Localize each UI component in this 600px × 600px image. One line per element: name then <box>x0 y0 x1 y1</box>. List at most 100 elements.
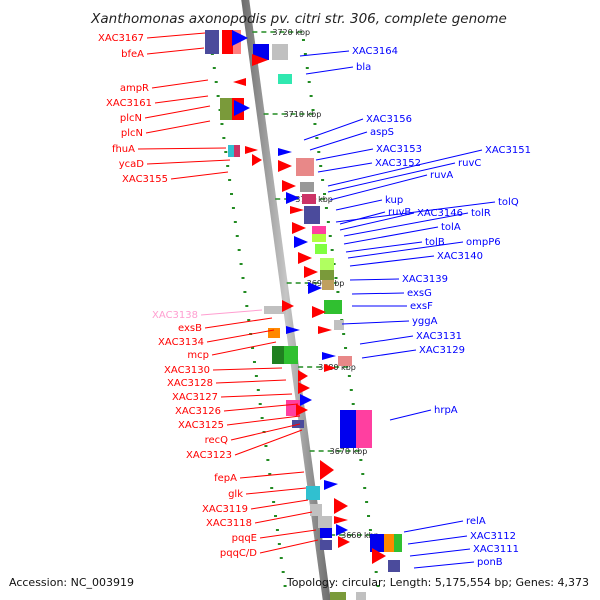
scale-dot <box>313 123 317 125</box>
scale-dot <box>235 235 239 237</box>
gene-label-left: plcN <box>120 113 142 124</box>
label-leader <box>211 341 277 356</box>
gene-label-right: tolB <box>425 237 445 248</box>
scale-dot <box>272 501 276 503</box>
gene-block <box>320 540 332 550</box>
gene-block <box>315 244 327 254</box>
label-leader <box>226 415 301 426</box>
scale-dot <box>228 179 232 181</box>
label-leader <box>299 50 350 57</box>
label-leader <box>339 212 415 231</box>
gene-label-right: exsG <box>407 288 432 299</box>
scale-dot <box>365 501 369 503</box>
scale-dot <box>258 403 262 405</box>
gene-arrowhead <box>324 480 338 490</box>
scale-dot <box>363 487 367 489</box>
scale-dot <box>374 571 378 573</box>
scale-dot <box>243 291 247 293</box>
gene-block <box>338 356 352 366</box>
gene-arrowhead <box>245 146 258 154</box>
label-leader <box>230 423 301 441</box>
scale-dot <box>367 515 371 517</box>
label-leader <box>223 403 299 412</box>
label-leader <box>309 131 368 151</box>
label-leader <box>343 212 469 237</box>
gene-block <box>276 306 286 314</box>
gene-label-left: fepA <box>214 473 237 484</box>
label-leader <box>245 487 307 495</box>
gene-block <box>302 194 316 204</box>
gene-block <box>310 504 322 516</box>
gene-arrowhead <box>318 326 332 334</box>
scale-dot <box>336 291 340 293</box>
label-leader <box>389 409 432 421</box>
scale-dot <box>233 221 237 223</box>
scale-dot <box>311 109 315 111</box>
gene-label-right: exsF <box>410 301 433 312</box>
gene-block <box>304 206 320 224</box>
scale-dot <box>319 165 323 167</box>
label-leader <box>239 471 305 479</box>
genome-summary: Topology: circular; Length: 5,175,554 bp… <box>286 576 589 589</box>
scale-dot <box>307 81 311 83</box>
scale-dot <box>351 403 355 405</box>
gene-arrowhead <box>292 222 306 234</box>
gene-arrowhead <box>320 460 334 480</box>
gene-arrowhead <box>296 404 308 416</box>
gene-label-right: XAC3129 <box>419 345 465 356</box>
label-leader <box>137 147 227 150</box>
gene-label-right: XAC3146 <box>417 208 463 219</box>
kbp-tick-label: 3680 kbp <box>318 363 356 372</box>
scale-dot <box>328 235 332 237</box>
label-leader <box>254 511 313 524</box>
gene-block <box>312 234 326 242</box>
label-leader <box>351 292 405 295</box>
gene-block <box>272 44 288 60</box>
gene-label-right: hrpA <box>434 405 458 416</box>
gene-label-left: XAC3126 <box>175 406 221 417</box>
scale-dot <box>334 277 338 279</box>
label-leader <box>144 105 211 119</box>
label-leader <box>305 66 354 75</box>
label-leader <box>335 199 383 211</box>
scale-dot <box>216 95 220 97</box>
gene-label-right: XAC3111 <box>473 544 519 555</box>
scale-dot <box>254 375 258 377</box>
label-leader <box>317 162 373 173</box>
gene-block <box>318 516 332 528</box>
gene-block <box>205 30 219 54</box>
label-leader <box>349 278 400 281</box>
gene-arrowhead <box>233 78 246 86</box>
label-leader <box>361 349 417 359</box>
label-leader <box>220 393 293 398</box>
gene-arrowhead <box>372 548 386 564</box>
label-leader <box>212 367 283 371</box>
gene-block <box>384 534 394 552</box>
label-leader <box>327 162 456 193</box>
gene-block <box>356 410 372 448</box>
scale-dot <box>279 557 283 559</box>
gene-block <box>394 534 402 552</box>
label-leader <box>146 159 231 165</box>
label-leader <box>329 174 428 201</box>
scale-dot <box>266 459 270 461</box>
kbp-tick-label: 3710 kbp <box>284 110 322 119</box>
gene-labels: XAC3167 bfeA ampR XAC3161 plcN plcN fhuA ycaD XA… <box>98 33 531 568</box>
scale-dot <box>309 95 313 97</box>
gene-label-right: tolQ <box>498 197 519 208</box>
label-leader <box>327 149 483 187</box>
kbp-tick-label: 3670 kbp <box>330 447 368 456</box>
label-leader <box>206 329 275 343</box>
scale-dot <box>326 221 330 223</box>
gene-label-right: ompP6 <box>466 237 501 248</box>
scale-dot <box>239 263 243 265</box>
gene-arrowhead <box>312 306 326 318</box>
gene-arrowhead <box>322 352 336 360</box>
gene-block <box>334 320 344 330</box>
scale-dot <box>222 137 226 139</box>
gene-arrowhead <box>298 382 310 394</box>
scale-dot <box>247 319 251 321</box>
gene-arrowhead <box>304 266 318 278</box>
gene-label-right: ruvA <box>430 170 453 181</box>
label-leader <box>343 226 439 245</box>
